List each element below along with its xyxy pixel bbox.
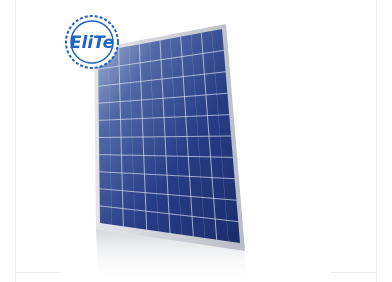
page: EliTe (() => { const data = JSON.parse(d… xyxy=(0,0,392,282)
badge: EliTe xyxy=(66,16,118,68)
badge-label: EliTe xyxy=(70,33,114,53)
product-image: EliTe xyxy=(0,0,392,282)
